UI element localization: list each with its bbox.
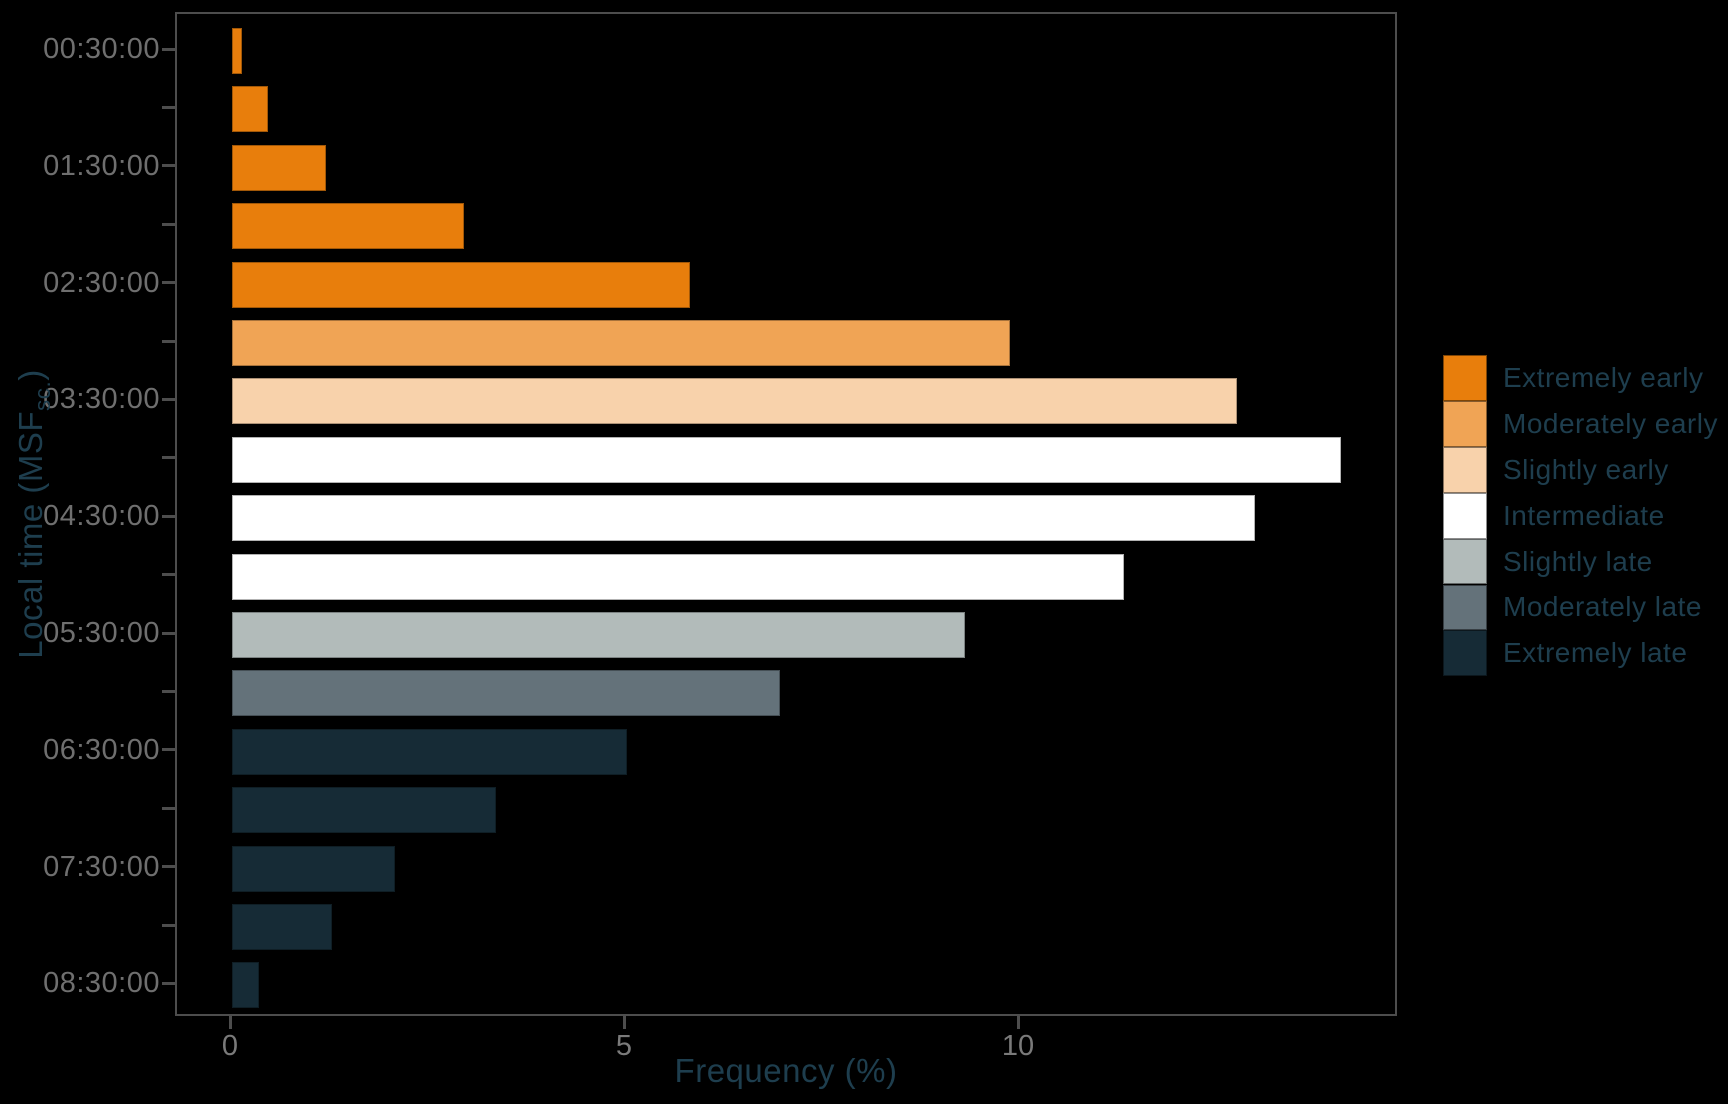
y-axis-label-subscript: sc. [29,380,55,411]
y-tick-label: 07:30:00 [43,850,160,883]
y-tick-mark [162,806,175,810]
legend-swatch-extremely-late [1443,630,1487,677]
x-tick-mark [622,1016,626,1029]
y-axis-label: Local time (MSFsc.) [12,369,56,658]
y-tick-mark [162,573,175,577]
y-axis-label-suffix: ) [12,369,50,381]
legend-label-slightly-early: Slightly early [1503,453,1669,485]
y-tick-mark [162,514,175,518]
y-tick-mark [162,397,175,401]
y-tick-label: 04:30:00 [43,500,160,533]
chart-bar-bin-12 [232,670,781,717]
x-tick-mark [1016,1016,1020,1029]
legend-label-moderately-late: Moderately late [1503,591,1702,623]
chart-bar-04-30-00 [232,495,1255,542]
chart-bar-02-30-00 [232,261,690,308]
legend-swatch-extremely-early [1443,355,1487,401]
legend-label-intermediate: Intermediate [1503,499,1665,531]
legend-swatch-slightly-late [1443,538,1487,585]
chart-bar-05-30-00 [232,612,965,658]
chart-bar-bin-14 [232,787,496,834]
y-axis-label-prefix: Local time (MSF [12,410,50,659]
y-tick-mark [162,631,175,635]
legend-swatch-moderately-late [1443,584,1487,631]
y-tick-mark [162,281,175,285]
y-tick-label: 02:30:00 [43,266,160,299]
x-tick-label: 10 [1001,1030,1035,1062]
y-tick-mark [162,748,175,752]
chart-bar-bin-16 [232,904,333,950]
chart-bar-bin-2 [232,86,269,133]
y-tick-label: 00:30:00 [43,33,160,65]
legend-swatch-intermediate [1443,492,1487,539]
chart-bar-08-30-00 [232,962,259,1009]
y-tick-label: 03:30:00 [43,383,160,416]
x-axis-label: Frequency (%) [674,1052,898,1089]
x-tick-mark [228,1016,232,1029]
y-tick-mark [162,689,175,693]
legend-label-slightly-late: Slightly late [1503,545,1653,577]
chart-bar-03-30-00 [232,378,1238,425]
y-tick-mark [162,164,175,168]
y-tick-mark [162,339,175,343]
chart-bar-bin-4 [232,203,465,250]
x-tick-label: 5 [615,1030,633,1062]
chart-bar-01-30-00 [232,144,326,191]
chart-bar-06-30-00 [232,728,627,775]
y-tick-label: 01:30:00 [43,149,160,182]
y-tick-label: 08:30:00 [43,967,160,1000]
chart-bar-07-30-00 [232,845,396,892]
y-tick-mark [162,47,175,51]
chart-bar-bin-6 [232,320,1010,366]
legend-swatch-moderately-early [1443,400,1487,447]
y-tick-mark [162,105,175,109]
x-tick-label: 0 [221,1030,239,1062]
y-tick-mark [162,456,175,460]
y-tick-label: 06:30:00 [43,733,160,766]
y-tick-mark [162,923,175,927]
y-tick-mark [162,981,175,985]
y-tick-mark [162,222,175,226]
legend-swatch-slightly-early [1443,446,1487,493]
legend-label-extremely-late: Extremely late [1503,637,1688,669]
chart-bar-00-30-00 [232,28,243,74]
chart-bar-bin-10 [232,553,1125,600]
legend-label-extremely-early: Extremely early [1503,361,1704,393]
plot-area [175,12,1397,1016]
legend-label-moderately-early: Moderately early [1503,407,1718,439]
y-tick-label: 05:30:00 [43,617,160,649]
y-tick-mark [162,865,175,869]
chart-bar-bin-8 [232,436,1341,483]
